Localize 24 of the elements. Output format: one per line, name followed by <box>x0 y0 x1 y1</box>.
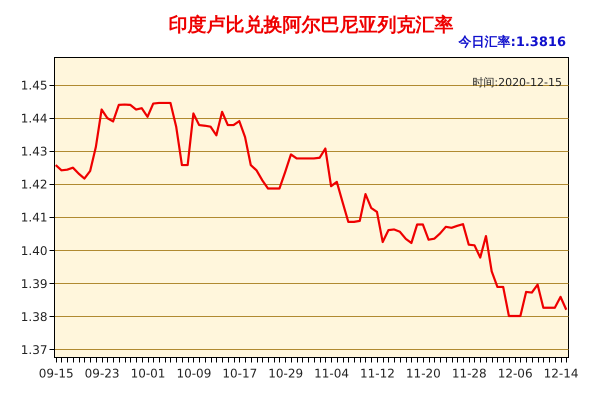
x-tick-label: 10-01 <box>130 366 166 380</box>
x-tick-label: 12-14 <box>544 366 578 380</box>
x-tick-label: 09-15 <box>38 366 74 380</box>
x-tick-label: 12-06 <box>498 366 533 380</box>
x-tick-label: 09-23 <box>84 366 120 380</box>
y-tick-label: 1.43 <box>20 144 48 159</box>
y-tick-label: 1.41 <box>20 210 48 225</box>
y-tick-label: 1.38 <box>20 310 48 324</box>
line-series <box>54 102 568 318</box>
x-tick-label: 11-12 <box>360 366 395 380</box>
x-tick-label: 11-28 <box>452 366 487 380</box>
y-tick-label: 1.45 <box>20 78 48 93</box>
x-tick-label: 11-04 <box>314 366 350 380</box>
x-tick-label: 10-17 <box>222 366 258 380</box>
y-tick-label: 1.44 <box>20 112 48 126</box>
x-tick-label: 10-29 <box>268 366 304 380</box>
y-tick-label: 1.40 <box>20 244 48 258</box>
chart-title: 印度卢比兑换阿尔巴尼亚列克汇率 <box>168 14 454 36</box>
y-tick-label: 1.37 <box>20 342 48 357</box>
y-tick-label: 1.42 <box>20 178 48 192</box>
x-tick-label: 11-20 <box>406 366 441 380</box>
x-tick-label: 10-09 <box>176 366 212 380</box>
y-tick-label: 1.39 <box>20 276 48 291</box>
chart-subtitle: 今日汇率:1.3816 <box>458 34 566 51</box>
